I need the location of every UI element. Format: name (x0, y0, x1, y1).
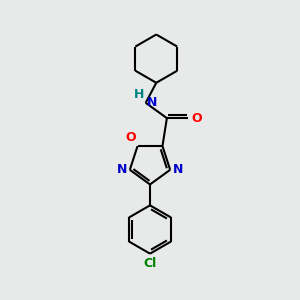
Text: O: O (191, 112, 202, 124)
Text: N: N (147, 96, 158, 109)
Text: N: N (117, 163, 128, 176)
Text: N: N (172, 163, 183, 176)
Text: O: O (125, 131, 136, 144)
Text: Cl: Cl (143, 257, 157, 270)
Text: H: H (134, 88, 144, 101)
